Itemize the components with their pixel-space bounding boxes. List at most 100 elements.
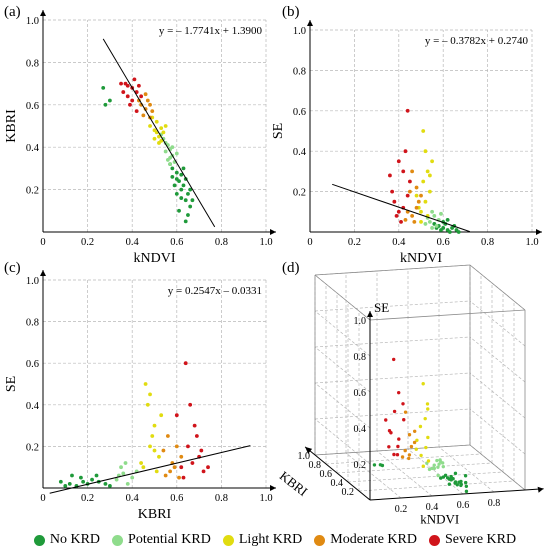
data-point [139,461,144,465]
data-point [415,438,419,442]
data-point [157,454,161,459]
data-point [449,476,454,480]
x-tick-label: 0.2 [81,493,94,504]
data-point [403,149,408,154]
data-point [206,465,210,470]
data-point [152,423,157,428]
data-point [192,423,197,428]
fit-line [332,183,471,233]
data-point [94,473,99,478]
data-point [165,158,170,162]
data-point [434,224,439,228]
y-axis-label: SE [4,376,19,392]
y-tick-label: 0.6 [26,359,39,370]
data-point [387,445,391,449]
x-tick-label: 0.4 [126,237,140,248]
z-axis-label: SE [374,300,389,315]
data-point [174,444,179,449]
x-axis-label: kNDVI [134,251,176,266]
data-point [150,434,155,438]
legend-marker [314,534,326,546]
legend-marker [33,534,45,546]
data-point [170,166,175,171]
data-point [199,448,204,453]
y-tick-label: 0.2 [26,442,39,453]
data-point [430,466,434,471]
data-point [179,187,184,192]
grid-line [314,382,371,429]
data-point [464,480,468,485]
data-point [177,179,181,184]
box-edge [469,444,526,491]
data-point [148,102,152,107]
data-point [403,217,408,222]
data-point [163,473,168,478]
data-point [425,169,430,174]
data-point [389,431,393,435]
legend-item: Light KRD [222,532,302,548]
data-point [168,162,173,167]
data-point [421,382,425,386]
y-tick-label: 0.6 [320,469,333,480]
data-point [121,471,126,476]
data-point [399,220,403,224]
data-point [426,435,430,440]
legend-marker [428,534,440,546]
data-point [456,230,461,234]
data-point [445,476,450,480]
data-point [419,453,423,458]
data-point [161,448,166,453]
data-point [188,204,193,209]
data-point [125,83,130,88]
data-point [103,481,108,486]
x-tick-label: 0.8 [215,237,228,248]
y-axis-label: SE [271,123,286,139]
data-point [179,172,184,177]
x-tick-label: 1.0 [259,493,272,504]
data-point [123,461,128,465]
data-point [421,179,426,184]
grid-line [358,480,515,492]
x-axis-label: kNDVI [400,251,442,266]
data-point [401,402,405,406]
data-point [188,187,193,192]
data-point [423,149,428,154]
legend: No KRD Potential KRD Light KRD Moderate KRD… [0,530,550,550]
data-point [136,83,141,88]
data-point [447,230,452,234]
data-point [427,220,432,224]
data-point [186,444,190,449]
data-point [63,484,68,488]
data-point [405,193,410,198]
grid-line [438,446,495,493]
data-point [125,481,130,486]
y-tick-label: 1.0 [293,26,306,37]
z-axis-arrow [367,311,373,317]
data-point [425,402,430,406]
data-point [141,465,146,470]
x-tick-label: 0.4 [426,502,439,513]
data-point [79,475,83,480]
data-point [143,382,148,386]
data-point [432,213,437,218]
y-tick-label: 0.6 [26,101,39,112]
data-point [174,191,179,196]
data-point [407,453,412,457]
z-tick-label: 0.2 [354,460,367,471]
data-point [143,92,148,97]
data-point [103,102,108,107]
data-point [179,454,184,459]
data-point [168,469,173,474]
data-point [410,169,415,174]
data-point [392,357,396,362]
grid-line [469,408,526,455]
legend-item: Severe KRD [428,532,516,548]
data-point [464,484,469,488]
grid-line [314,346,371,393]
data-point [108,98,112,103]
grid-line [347,471,504,483]
data-point [181,475,186,480]
data-point [152,136,157,141]
data-point [139,94,144,99]
